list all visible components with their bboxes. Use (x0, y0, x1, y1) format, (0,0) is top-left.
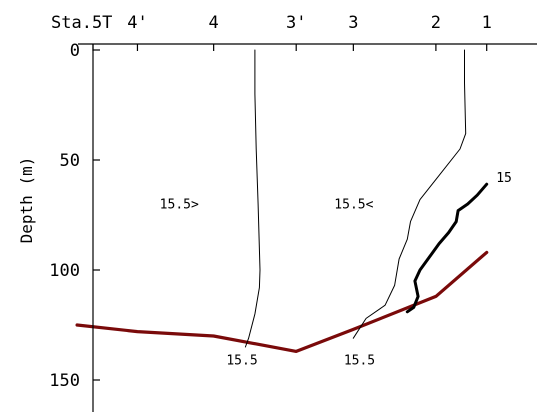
depth-tick-label: 0 (70, 41, 80, 61)
isotherm-line-1 (244, 49, 261, 348)
depth-tick-label: 100 (49, 261, 80, 281)
y-axis-label: Depth (m) (17, 157, 36, 244)
isotherm-annotation: 15.5< (334, 197, 373, 212)
isotherm-annotation: 15.5 (344, 354, 375, 369)
isotherm-annotation: 15 (496, 171, 512, 186)
depth-tick-label: 150 (49, 371, 80, 391)
bottom-topography-line (75, 250, 489, 353)
station-label: 3' (286, 13, 306, 33)
plot-area: 15.5> 15.5< 15 15.5 15.5 (75, 49, 512, 369)
depth-tick-label: 50 (60, 151, 80, 171)
axes: Depth (m) Sta.5T 4' 4 3' 3 2 1 0 50 100 150 (17, 13, 537, 412)
station-label: 2 (431, 13, 441, 33)
station-label: 4' (127, 13, 147, 33)
station-label: Sta.5T (51, 13, 112, 33)
isotherm-line-3 (405, 182, 489, 314)
isotherm-line-2 (352, 49, 467, 339)
isotherm-annotation: 15.5> (160, 197, 199, 212)
station-label: 1 (482, 13, 492, 33)
isotherm-annotation: 15.5 (226, 354, 257, 369)
station-label: 3 (348, 13, 358, 33)
station-label: 4 (209, 13, 219, 33)
